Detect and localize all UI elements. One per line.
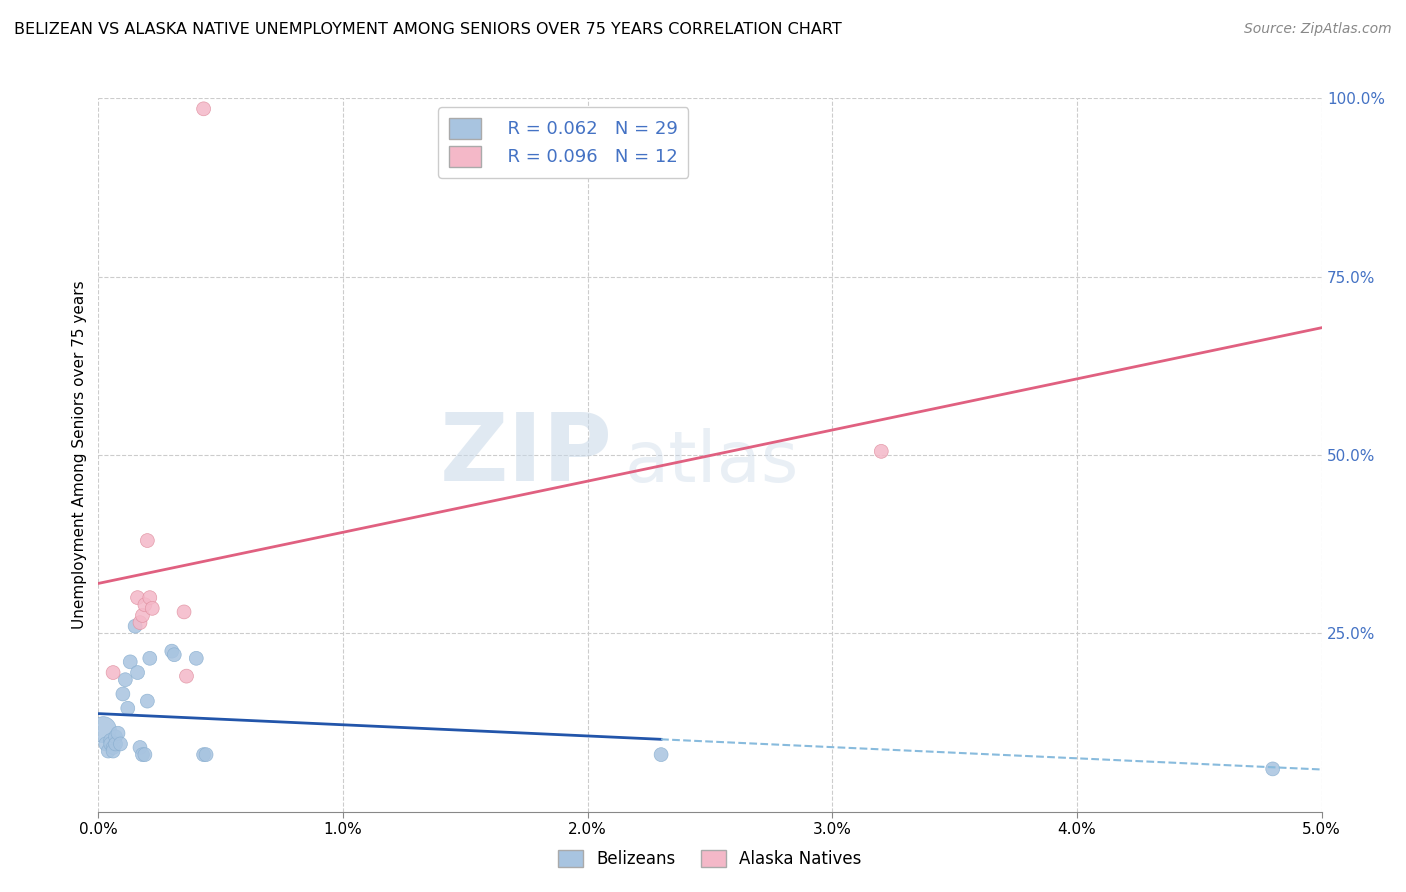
- Point: [193, 102, 215, 116]
- Point: [101, 740, 124, 755]
- Point: [120, 655, 142, 669]
- Point: [650, 747, 672, 762]
- Point: [1261, 762, 1284, 776]
- Point: [91, 723, 114, 737]
- Point: [136, 533, 159, 548]
- Point: [127, 665, 149, 680]
- Point: [100, 737, 122, 751]
- Point: [101, 744, 124, 758]
- Point: [195, 747, 218, 762]
- Point: [104, 737, 127, 751]
- Point: [100, 733, 122, 747]
- Point: [127, 591, 149, 605]
- Point: [114, 673, 136, 687]
- Point: [104, 730, 127, 744]
- Point: [173, 605, 195, 619]
- Point: [176, 669, 198, 683]
- Point: [134, 747, 156, 762]
- Point: [139, 651, 162, 665]
- Point: [129, 615, 152, 630]
- Point: [101, 665, 124, 680]
- Point: [117, 701, 139, 715]
- Point: [94, 737, 117, 751]
- Point: [97, 744, 120, 758]
- Point: [124, 619, 146, 633]
- Point: [139, 591, 162, 605]
- Point: [129, 740, 152, 755]
- Point: [160, 644, 183, 658]
- Point: [870, 444, 893, 458]
- Point: [136, 694, 159, 708]
- Point: [193, 747, 215, 762]
- Point: [111, 687, 134, 701]
- Text: ZIP: ZIP: [439, 409, 612, 501]
- Legend: Belizeans, Alaska Natives: Belizeans, Alaska Natives: [551, 843, 869, 875]
- Point: [163, 648, 186, 662]
- Point: [131, 608, 153, 623]
- Y-axis label: Unemployment Among Seniors over 75 years: Unemployment Among Seniors over 75 years: [72, 281, 87, 629]
- Point: [186, 651, 208, 665]
- Point: [141, 601, 163, 615]
- Point: [107, 726, 129, 740]
- Point: [110, 737, 132, 751]
- Text: atlas: atlas: [624, 427, 799, 497]
- Text: Source: ZipAtlas.com: Source: ZipAtlas.com: [1244, 22, 1392, 37]
- Text: BELIZEAN VS ALASKA NATIVE UNEMPLOYMENT AMONG SENIORS OVER 75 YEARS CORRELATION C: BELIZEAN VS ALASKA NATIVE UNEMPLOYMENT A…: [14, 22, 842, 37]
- Point: [134, 598, 156, 612]
- Point: [131, 747, 153, 762]
